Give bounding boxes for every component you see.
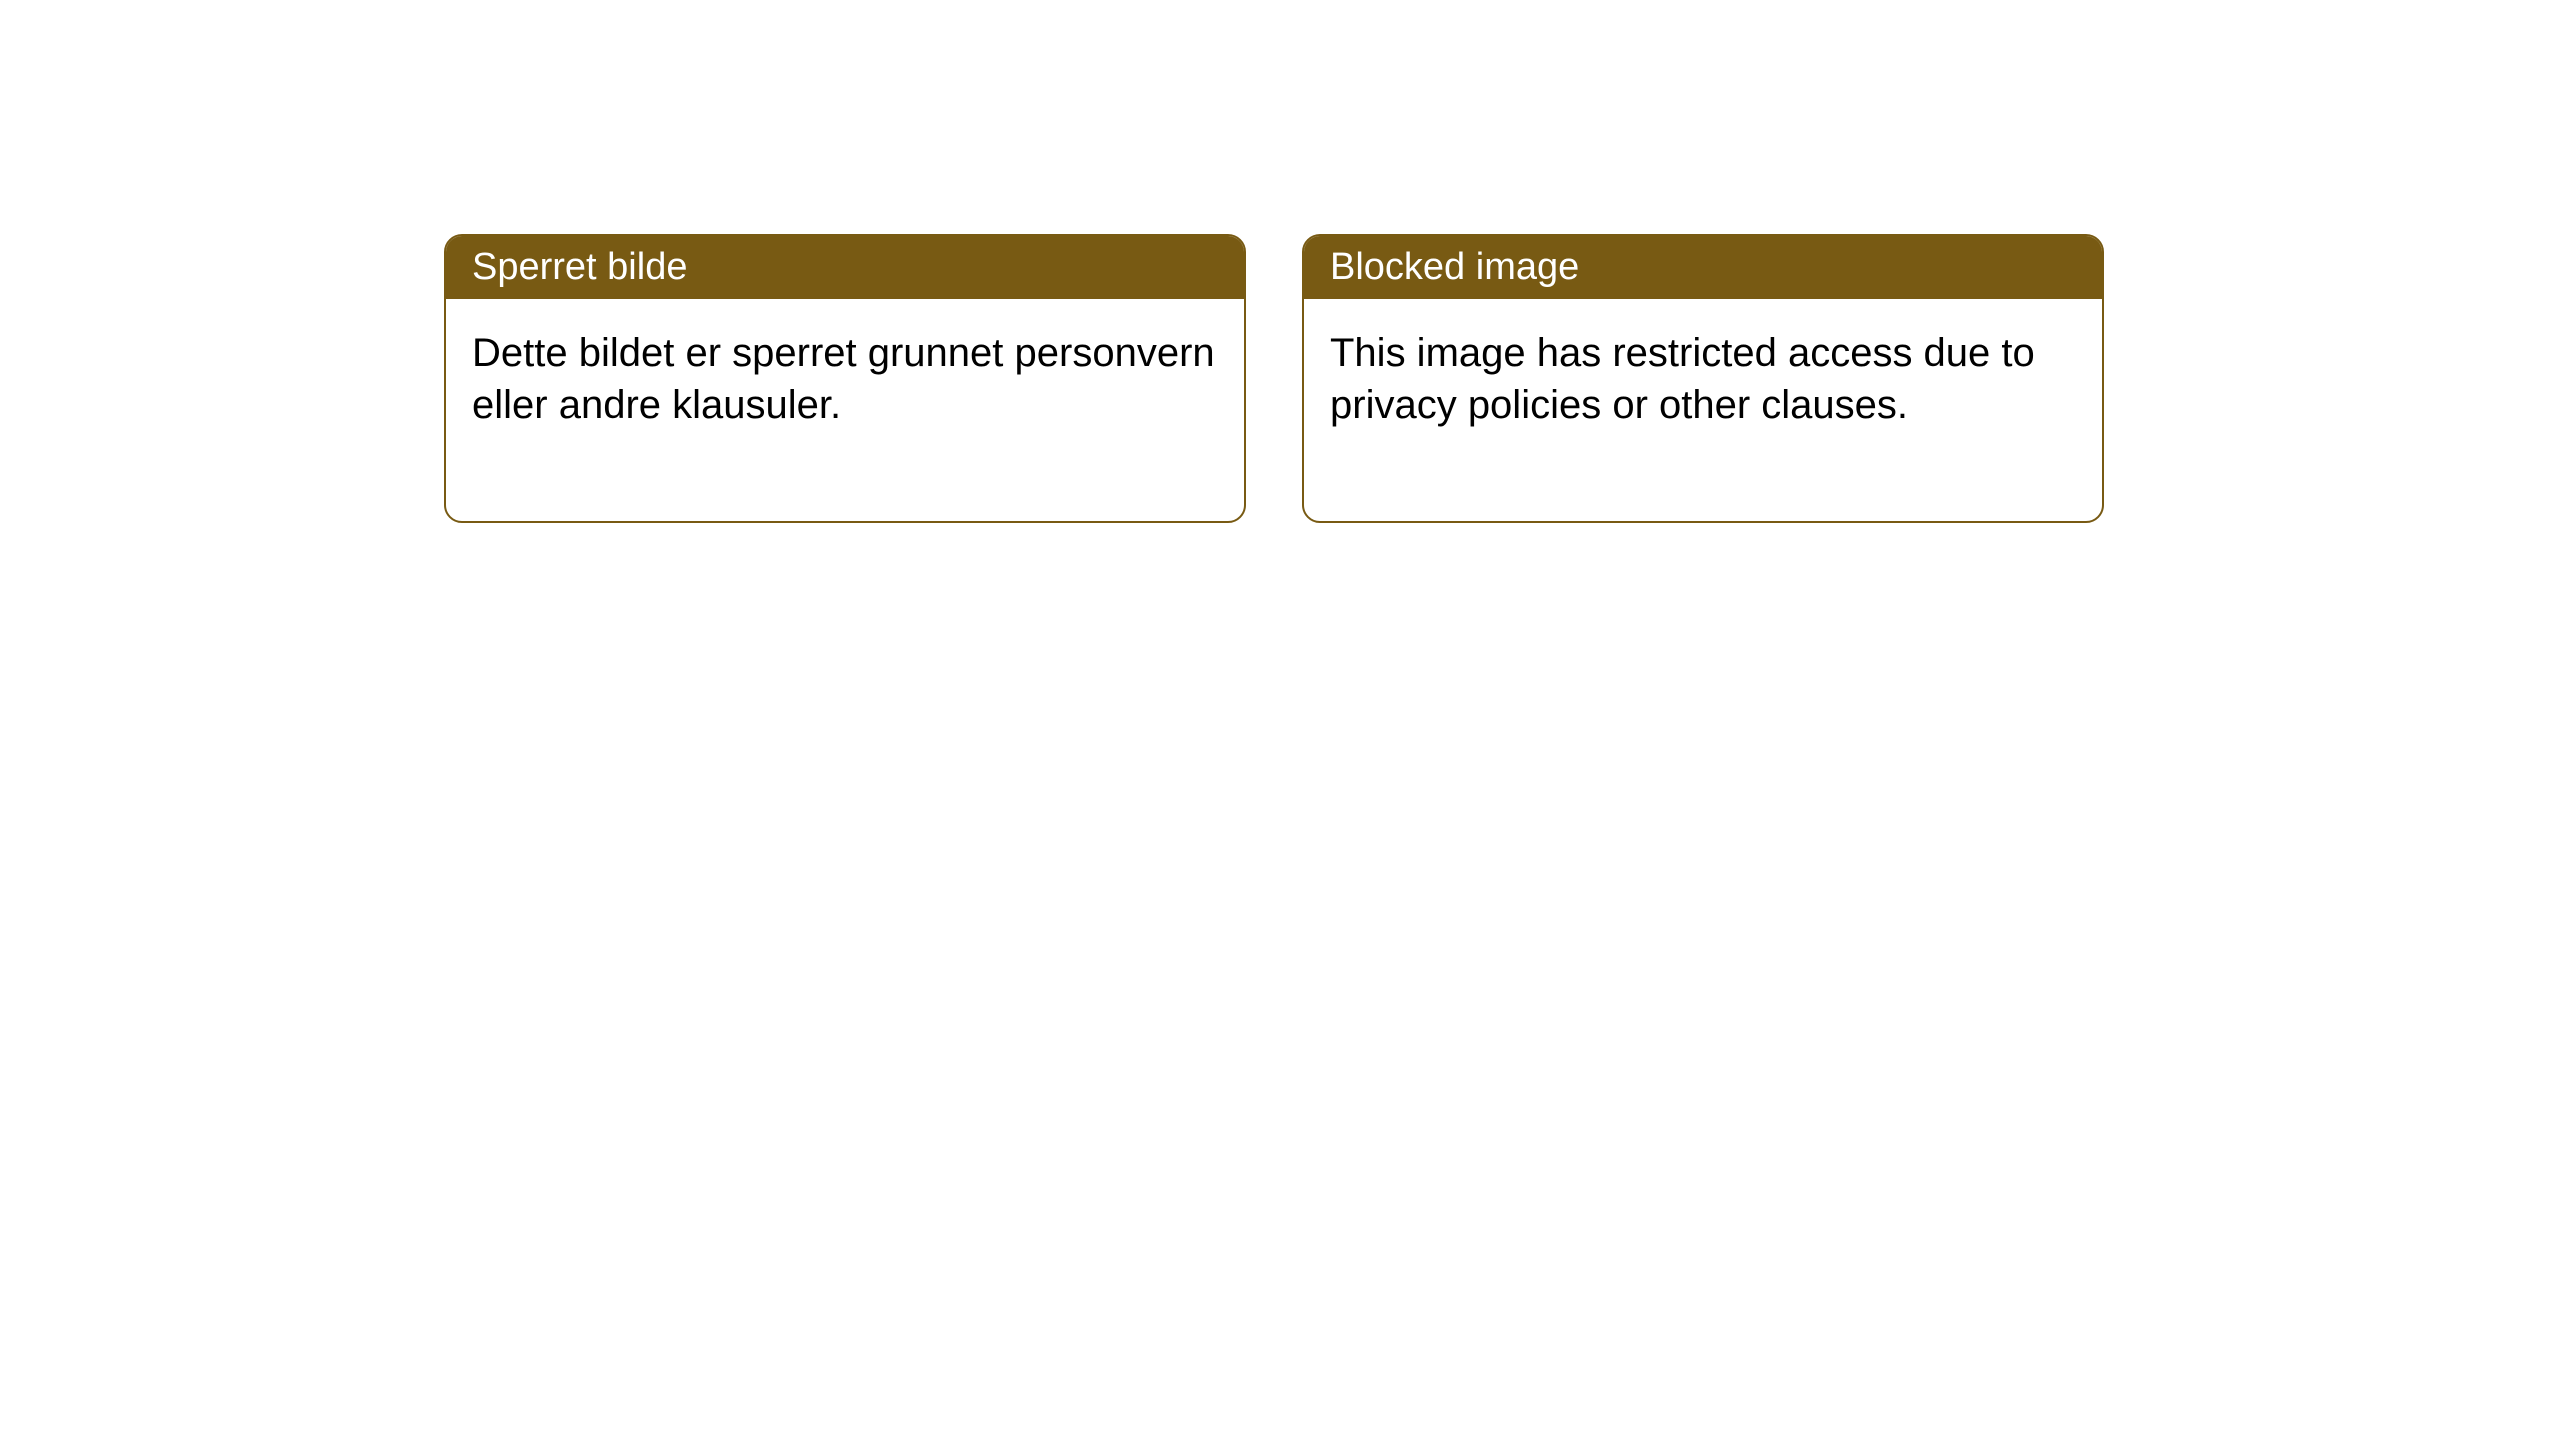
notice-body: This image has restricted access due to … xyxy=(1304,299,2102,521)
notice-body-text: This image has restricted access due to … xyxy=(1330,331,2035,427)
notice-header: Sperret bilde xyxy=(446,236,1244,299)
notice-container: Sperret bilde Dette bildet er sperret gr… xyxy=(444,234,2104,523)
notice-header: Blocked image xyxy=(1304,236,2102,299)
notice-card-norwegian: Sperret bilde Dette bildet er sperret gr… xyxy=(444,234,1246,523)
notice-card-english: Blocked image This image has restricted … xyxy=(1302,234,2104,523)
notice-body-text: Dette bildet er sperret grunnet personve… xyxy=(472,331,1215,427)
notice-body: Dette bildet er sperret grunnet personve… xyxy=(446,299,1244,521)
notice-title: Sperret bilde xyxy=(472,246,687,288)
notice-title: Blocked image xyxy=(1330,246,1579,288)
